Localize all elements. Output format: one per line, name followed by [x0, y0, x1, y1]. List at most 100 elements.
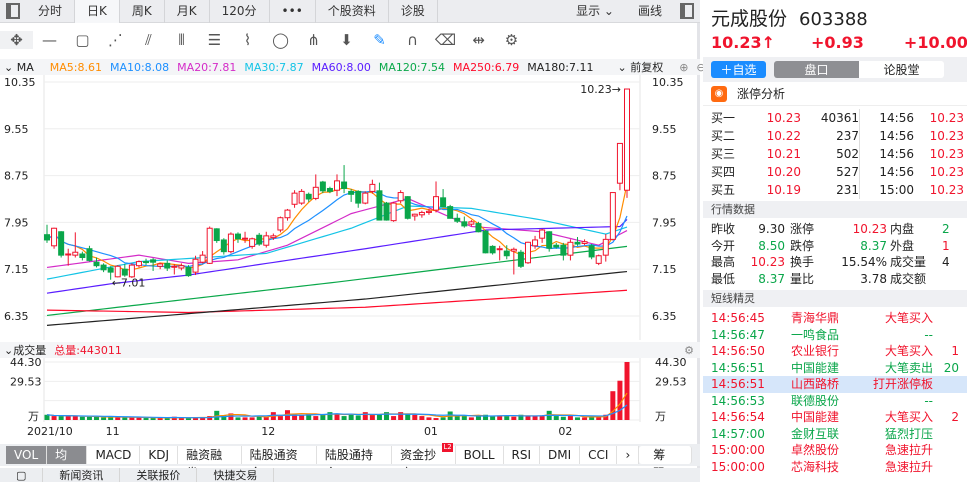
candlestick-chart[interactable]: 10.35 10.35 9.55 9.55 8.75 8.75 7.95 7.95 7.15 7.… [0, 75, 700, 340]
indicator-tab-2[interactable]: MACD [87, 446, 141, 464]
candle-body [157, 263, 164, 267]
ma-legend-item: MA250:6.79 [453, 60, 520, 74]
spirit-item[interactable]: 14:56:54 中国能建 大笔买入 2 [703, 409, 967, 426]
volume-bar [129, 417, 135, 420]
volume-bar [143, 418, 149, 420]
candle [609, 192, 616, 241]
bottom-tabs: ▢ 新闻资讯 关联报价 快捷交易 [0, 468, 700, 482]
volume-bar [391, 416, 397, 420]
indicator-tab-0[interactable]: VOL [6, 446, 48, 464]
indicator-tab-6[interactable]: 陆股通持仓 [316, 446, 393, 480]
magnet-icon[interactable]: ∩ [407, 31, 418, 49]
more-indicators-chevron-icon[interactable]: › [617, 446, 640, 464]
tab-7[interactable]: 诊股 [389, 0, 438, 23]
zoom-out-icon[interactable]: ⊖ [696, 60, 706, 74]
indicator-tab-5[interactable]: 陆股通资金 [241, 446, 317, 480]
tab-6[interactable]: 个股资料 [316, 0, 389, 23]
indicator-tab-4[interactable]: 融资融券 [178, 446, 242, 480]
candle-body [468, 221, 475, 225]
tab-3[interactable]: 月K [165, 0, 210, 23]
fork-icon[interactable]: ⋔ [307, 31, 320, 49]
tab-1[interactable]: 日K [75, 0, 120, 23]
spirit-item[interactable]: 14:56:47 一鸣食品 -- [703, 327, 967, 344]
indicator-tab-3[interactable]: KDJ [140, 446, 179, 464]
indicator-tab-10[interactable]: DMI [540, 446, 581, 464]
volume-bar [185, 418, 191, 420]
move-icon[interactable]: ✥ [0, 31, 33, 49]
volume-bar [567, 416, 573, 420]
chip-button[interactable]: 筹码 [639, 446, 692, 480]
vlines-icon[interactable]: ⦀ [178, 31, 185, 49]
candle [277, 216, 284, 233]
ma-legend-toggle[interactable]: ⌄ MA [4, 60, 34, 74]
spirit-item[interactable]: 14:56:45 青海华鼎 大笔买入 [703, 310, 967, 327]
spirit-item[interactable]: 14:56:50 农业银行 大笔买入 1 [703, 343, 967, 360]
split-icon[interactable]: ⇹ [472, 31, 485, 49]
draw-button[interactable]: 画线 [637, 3, 662, 18]
tab-0[interactable]: 分时 [26, 0, 76, 23]
spirit-item[interactable]: 15:00:00 芯海科技 急速拉升 [703, 459, 967, 476]
ma-label: MA [16, 60, 34, 74]
bottom-panel-toggle-icon[interactable]: ▢ [0, 468, 44, 482]
channel-icon[interactable]: ⫽ [145, 31, 152, 49]
candle-body [93, 261, 100, 267]
text-icon[interactable]: ☰ [207, 31, 222, 49]
candle-body [404, 196, 411, 219]
tab-forum[interactable]: 论股堂 [859, 61, 944, 78]
candle [270, 233, 277, 240]
order-book-row: 买二 10.22 237 14:56 10.23 [703, 127, 967, 145]
tab-2[interactable]: 周K [120, 0, 165, 23]
tab-5[interactable]: ••• [270, 0, 316, 23]
tab-4[interactable]: 120分 [210, 0, 270, 23]
add-watchlist-button[interactable]: ＋自选 [711, 61, 766, 78]
line-icon[interactable]: — [42, 31, 57, 49]
spirit-item[interactable]: 14:57:00 金财互联 猛烈打压 [703, 426, 967, 443]
bottom-tab-0[interactable]: 新闻资讯 [43, 468, 121, 482]
volume-bar [193, 417, 199, 420]
trash-icon[interactable]: ⌫ [434, 31, 457, 49]
limit-analysis-row[interactable]: ◉ 涨停分析 [703, 82, 967, 106]
volume-bar [348, 414, 354, 420]
fan-icon[interactable]: ⋰ [108, 31, 123, 49]
zoom-in-icon[interactable]: ⊕ [679, 60, 689, 74]
arrow-down-icon[interactable]: ⬇ [340, 31, 353, 49]
candle-body [114, 265, 121, 278]
tab-order-book[interactable]: 盘口 [774, 61, 859, 78]
adjust-select[interactable]: ⌄ 前复权 [617, 61, 664, 74]
candle-body [206, 227, 213, 264]
wave-icon[interactable]: ⌇ [243, 31, 252, 49]
volume-gear-icon[interactable]: ⚙ [684, 343, 694, 357]
order-label: 买一 [711, 111, 736, 125]
bid-price: 10.21 [766, 147, 801, 161]
rect-icon[interactable]: ▢ [75, 31, 90, 49]
sidebar-toggle-icon[interactable] [6, 3, 20, 19]
volume-chart[interactable]: 44.30 44.30 29.53 29.53 万 万 2021/10 11 12 01 02 [0, 358, 700, 440]
quote-l3: 成交量 [890, 255, 927, 269]
candle [574, 237, 581, 246]
indicator-tab-11[interactable]: CCI [580, 446, 618, 464]
candle [242, 231, 249, 243]
bottom-tab-2[interactable]: 快捷交易 [197, 468, 275, 482]
bid-volume: 237 [836, 129, 859, 143]
spirit-item[interactable]: 14:56:51 中国能建 大笔卖出 20 [703, 360, 967, 377]
quote-v2: 8.37 [860, 238, 887, 253]
panel-toggle-icon[interactable] [680, 3, 694, 19]
candle [355, 190, 362, 208]
gear-icon[interactable]: ⚙ [504, 31, 519, 49]
bottom-tab-1[interactable]: 关联报价 [120, 468, 198, 482]
circle-icon[interactable]: ◯ [272, 31, 289, 49]
indicator-tab-9[interactable]: RSI [503, 446, 541, 464]
spirit-item[interactable]: 15:00:00 卓然股份 急速拉升 [703, 442, 967, 459]
indicator-tab-7[interactable]: 资金抄底L2 [392, 443, 456, 480]
spirit-item[interactable]: 14:56:53 联德股份 -- [703, 393, 967, 410]
indicator-tab-8[interactable]: BOLL [455, 446, 504, 464]
volume-bar [263, 416, 269, 420]
trade-time: 14:56 [859, 163, 914, 181]
candle [206, 226, 213, 264]
candle [496, 245, 503, 261]
spirit-item[interactable]: 14:56:51 山西路桥 打开涨停板 [703, 376, 967, 393]
display-menu[interactable]: 显示 ⌄ [564, 0, 626, 23]
indicator-tab-1[interactable]: 均线 [47, 446, 88, 480]
volume-bar [327, 412, 333, 420]
pen-icon[interactable]: ✎ [373, 31, 386, 49]
